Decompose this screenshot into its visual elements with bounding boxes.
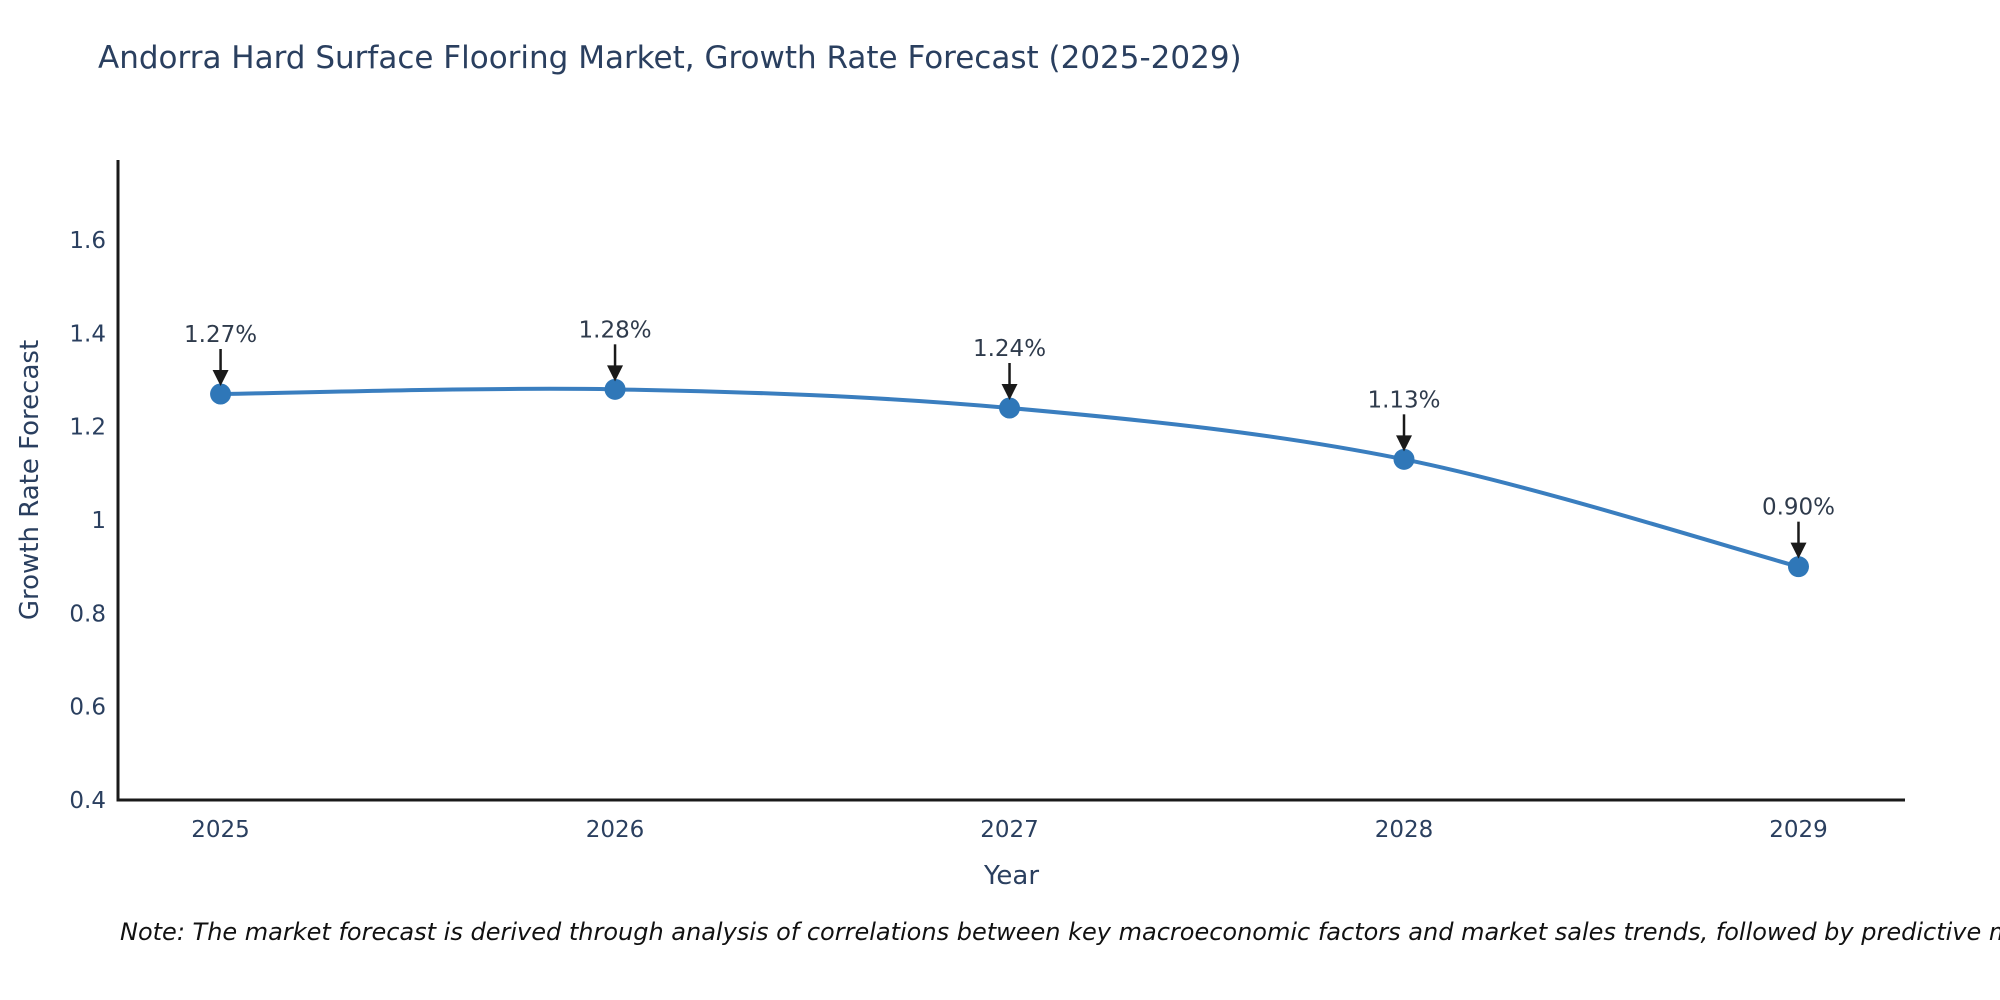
data-point-marker (1787, 556, 1809, 578)
y-tick-label: 0.8 (69, 601, 106, 627)
x-tick-label: 2029 (1769, 817, 1828, 843)
x-tick-label: 2025 (191, 817, 250, 843)
y-tick-label: 0.6 (69, 695, 106, 721)
y-tick-label: 1.6 (69, 228, 106, 254)
y-axis-title: Growth Rate Forecast (15, 339, 45, 621)
data-point-label: 1.13% (1367, 387, 1440, 413)
data-point-marker (604, 378, 626, 400)
annotation-arrowhead-icon (607, 365, 624, 382)
y-tick-label: 0.4 (69, 788, 106, 814)
y-tick-label: 1.2 (69, 415, 106, 441)
y-tick-label: 1 (91, 508, 106, 534)
y-tick-label: 1.4 (69, 321, 106, 347)
data-point-label: 1.28% (579, 317, 652, 343)
axis-lines (116, 160, 1905, 802)
data-point-marker (1393, 448, 1415, 470)
annotation-arrowhead-icon (1790, 542, 1807, 559)
footnote: Note: The market forecast is derived thr… (120, 918, 2000, 946)
x-axis-title: Year (983, 861, 1040, 891)
annotation-arrowhead-icon (1001, 383, 1018, 400)
x-tick-label: 2028 (1375, 817, 1434, 843)
chart-title: Andorra Hard Surface Flooring Market, Gr… (98, 40, 1242, 76)
x-tick-label: 2026 (586, 817, 645, 843)
annotation-arrowhead-icon (212, 369, 229, 386)
data-point-marker (210, 383, 232, 405)
annotation-arrowhead-icon (1396, 435, 1413, 452)
data-point-label: 1.24% (973, 336, 1046, 362)
data-point-label: 0.90% (1762, 495, 1835, 521)
data-point-label: 1.27% (184, 322, 257, 348)
x-tick-label: 2027 (980, 817, 1039, 843)
data-point-marker (999, 397, 1021, 419)
